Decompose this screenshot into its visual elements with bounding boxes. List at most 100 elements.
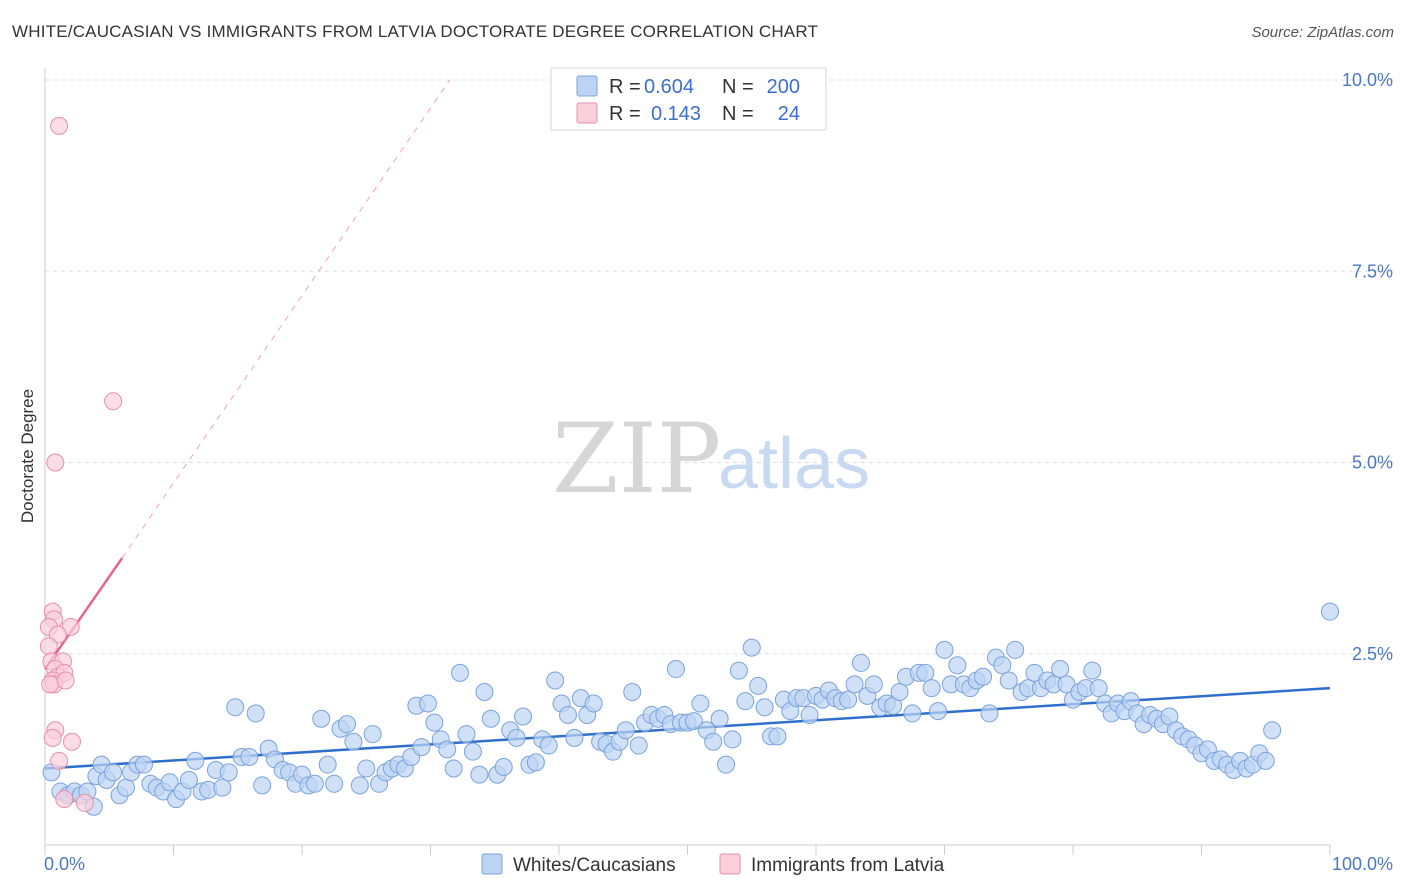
grid-layer [45, 79, 1394, 655]
watermark-zip: ZIP [552, 403, 721, 515]
trendline-latvia [43, 557, 124, 670]
point-whites [736, 692, 755, 711]
point-whites [755, 698, 774, 717]
point-whites [558, 705, 577, 724]
point-whites [851, 653, 870, 672]
point-whites [948, 656, 967, 675]
stats-r-label-pink: R = [609, 103, 641, 125]
point-whites [1256, 751, 1275, 770]
point-whites [629, 736, 648, 755]
point-whites [418, 694, 437, 713]
chart-title: WHITE/CAUCASIAN VS IMMIGRANTS FROM LATVI… [12, 22, 819, 41]
stats-r-label-blue: R = [609, 76, 641, 98]
watermark-atlas: atlas [718, 424, 870, 504]
point-latvia [55, 790, 74, 809]
point-whites [350, 776, 369, 795]
point-latvia [41, 675, 60, 694]
point-latvia [43, 728, 62, 747]
y-tick-label: 10.0% [1342, 70, 1393, 90]
legend-swatch-whites [481, 853, 503, 875]
point-whites [999, 671, 1018, 690]
stats-legend-box: R = 0.604 N = 200 R = 0.143 N = 24 [550, 67, 827, 131]
stats-r-value-blue: 0.604 [644, 76, 694, 98]
point-whites [546, 671, 565, 690]
point-whites [729, 661, 748, 680]
point-whites [1263, 721, 1282, 740]
point-whites [800, 705, 819, 724]
legend-label-whites: Whites/Caucasians [513, 855, 676, 876]
point-whites [839, 690, 858, 709]
point-whites [325, 774, 344, 793]
point-whites [974, 667, 993, 686]
point-whites [903, 704, 922, 723]
axis-layer: 2.5% 5.0% 7.5% 10.0% 0.0% 100.0% [44, 68, 1393, 874]
y-tick-label: 7.5% [1352, 261, 1393, 281]
trendline-latvia-extended [121, 79, 451, 559]
point-whites [514, 707, 533, 726]
point-latvia [75, 793, 94, 812]
point-whites [425, 713, 444, 732]
point-whites [444, 759, 463, 778]
point-whites [742, 638, 761, 657]
point-whites [993, 656, 1012, 675]
point-latvia [46, 453, 65, 472]
point-whites [749, 676, 768, 695]
points-layer [39, 116, 1339, 816]
point-whites [337, 715, 356, 734]
stats-n-value-blue: 200 [767, 76, 800, 98]
point-whites [357, 759, 376, 778]
chart-source: Source: ZipAtlas.com [1251, 24, 1394, 41]
point-whites [845, 675, 864, 694]
point-whites [246, 704, 265, 723]
stats-n-label-blue: N = [722, 76, 754, 98]
point-latvia [104, 392, 123, 411]
point-whites [691, 694, 710, 713]
point-whites [864, 675, 883, 694]
point-whites [312, 709, 331, 728]
point-whites [539, 736, 558, 755]
point-whites [179, 770, 198, 789]
point-whites [475, 683, 494, 701]
point-whites [584, 694, 603, 713]
point-whites [616, 721, 635, 740]
point-whites [240, 748, 259, 767]
point-whites [318, 755, 337, 774]
point-whites [457, 725, 476, 744]
y-tick-label: 2.5% [1352, 644, 1393, 664]
bottom-legend: Whites/Caucasians Immigrants from Latvia [481, 853, 945, 876]
point-whites [710, 709, 729, 728]
point-whites [704, 732, 723, 751]
point-latvia [62, 732, 81, 751]
point-whites [507, 728, 526, 747]
point-whites [116, 778, 135, 797]
point-whites [565, 728, 584, 747]
legend-swatch-latvia [719, 853, 741, 875]
point-whites [412, 738, 431, 757]
point-whites [935, 640, 954, 659]
watermark: ZIP atlas [552, 403, 870, 515]
legend-label-latvia: Immigrants from Latvia [751, 855, 945, 876]
y-tick-label: 5.0% [1352, 453, 1393, 473]
x-tick-label: 100.0% [1332, 854, 1393, 874]
point-whites [219, 763, 238, 782]
x-tick-label: 0.0% [44, 854, 85, 874]
point-latvia [39, 637, 58, 656]
point-whites [470, 765, 489, 784]
point-whites [160, 773, 179, 792]
stats-swatch-pink [576, 102, 598, 124]
point-whites [253, 776, 272, 795]
stats-n-label-pink: N = [722, 103, 754, 125]
point-whites [104, 763, 123, 782]
point-whites [723, 730, 742, 749]
point-whites [363, 725, 382, 744]
point-whites [526, 753, 545, 772]
point-whites [226, 698, 245, 717]
point-whites [305, 774, 324, 793]
point-whites [717, 755, 736, 774]
point-whites [1321, 602, 1339, 621]
point-whites [768, 727, 787, 746]
point-latvia [50, 751, 69, 770]
point-whites [666, 660, 685, 679]
point-whites [916, 663, 935, 682]
point-latvia [50, 116, 69, 135]
